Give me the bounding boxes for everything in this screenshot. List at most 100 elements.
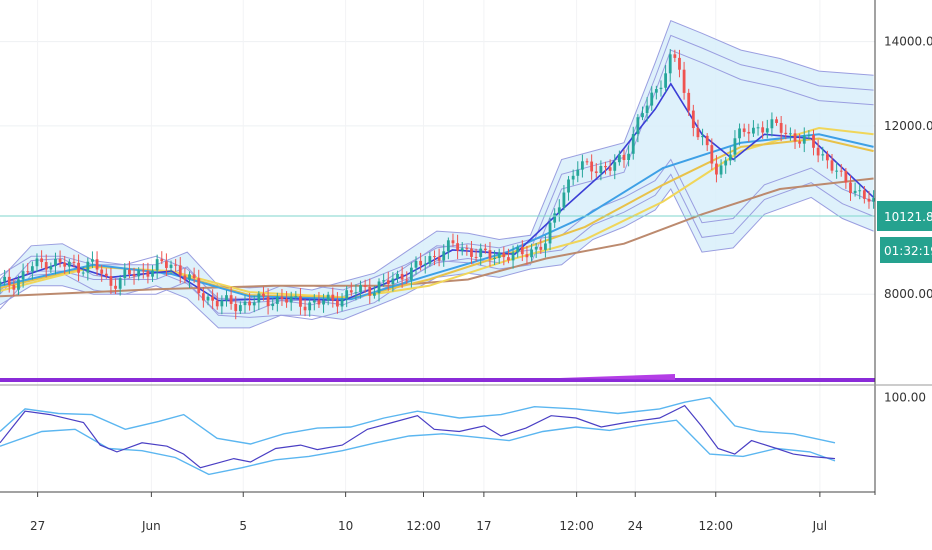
candle-body	[483, 248, 487, 251]
candle-body	[581, 161, 584, 170]
candle-body	[40, 258, 43, 263]
countdown-badge: 01:32:19	[880, 237, 932, 263]
candle-body	[710, 145, 714, 164]
candle-body	[627, 153, 631, 161]
candle-body	[474, 256, 478, 258]
moving-average-line	[0, 82, 875, 302]
candle-body	[784, 132, 788, 134]
candle-body	[728, 154, 732, 161]
candle-body	[35, 258, 39, 267]
candle-body	[289, 296, 293, 303]
time-axis: 27 Jun 5 10 12:00 17 12:00 24 12:00 Jul	[30, 492, 827, 533]
candle-body	[118, 278, 122, 289]
candle-body	[659, 87, 663, 90]
candle-body	[867, 198, 871, 202]
candle-body	[49, 266, 53, 270]
candle-body	[849, 182, 852, 194]
candle-body	[26, 271, 30, 273]
envelope-upper-line	[0, 19, 874, 291]
candle-body	[354, 292, 358, 294]
candle-body	[201, 293, 205, 301]
oscillator-axis: 100.00	[884, 391, 926, 405]
envelope-fill	[0, 20, 874, 328]
candle-body	[497, 252, 501, 258]
time-tick-label: 12:00	[406, 519, 441, 533]
candle-body	[3, 276, 7, 282]
candle-body	[844, 170, 848, 183]
time-tick-label: 12:00	[698, 519, 733, 533]
candle-body	[701, 135, 704, 138]
candle-body	[160, 259, 164, 262]
candle-body	[668, 54, 672, 74]
candle-body	[109, 275, 113, 286]
candle-body	[266, 296, 270, 307]
volume-strip	[0, 378, 875, 382]
candle-body	[114, 285, 117, 289]
envelope-band	[0, 19, 874, 329]
candle-body	[132, 274, 136, 277]
candle-body	[451, 240, 455, 244]
candle-body	[349, 290, 353, 293]
candle-body	[252, 302, 256, 306]
oscillator-pane	[0, 396, 836, 476]
candle-body	[396, 273, 399, 279]
candle-body	[67, 261, 71, 267]
candle-body	[428, 256, 432, 264]
candle-body	[617, 154, 621, 163]
candle-body	[206, 296, 210, 301]
candle-body	[641, 113, 644, 118]
candle-body	[724, 160, 728, 166]
candle-body	[128, 269, 131, 275]
price-tick-label: 8000.00	[884, 287, 932, 301]
candle-body	[155, 259, 159, 271]
candle-body	[91, 259, 94, 262]
candle-body	[821, 154, 825, 156]
candle-body	[530, 249, 533, 258]
candle-body	[21, 271, 25, 280]
candle-body	[345, 290, 349, 299]
candle-body	[793, 133, 797, 142]
candle-body	[442, 251, 446, 261]
candle-body	[409, 267, 413, 280]
candle-body	[571, 175, 575, 180]
candle-body	[377, 281, 381, 294]
candle-body	[789, 133, 792, 135]
candle-body	[63, 262, 67, 267]
candle-body	[211, 296, 215, 301]
candle-body	[234, 303, 238, 312]
envelope-upper-line	[0, 49, 874, 321]
candle-body	[465, 248, 469, 250]
candle-body	[317, 300, 321, 305]
candle-body	[691, 110, 695, 129]
candle-body	[738, 128, 741, 139]
candle-body	[622, 154, 626, 161]
candle-body	[761, 127, 765, 133]
candle-body	[215, 300, 219, 307]
candle-body	[280, 296, 284, 300]
candle-body	[664, 73, 667, 88]
candle-body	[807, 134, 811, 136]
candle-body	[81, 272, 85, 274]
candle-body	[294, 296, 298, 298]
candle-body	[835, 170, 839, 172]
candle-body	[673, 54, 677, 58]
candle-body	[858, 190, 862, 192]
candle-body	[862, 190, 866, 199]
candle-body	[382, 280, 386, 282]
candle-body	[456, 243, 459, 251]
candle-body	[812, 134, 815, 148]
candle-body	[165, 261, 168, 268]
candle-body	[502, 252, 506, 258]
candle-body	[779, 122, 783, 133]
candle-body	[752, 127, 755, 134]
candle-body	[654, 89, 658, 93]
candle-body	[192, 274, 196, 279]
candle-body	[590, 161, 594, 172]
candle-body	[373, 293, 376, 296]
candle-body	[594, 171, 598, 174]
candle-body	[229, 295, 233, 304]
candle-body	[839, 170, 843, 172]
candle-body	[359, 285, 362, 293]
candle-body	[123, 269, 127, 279]
